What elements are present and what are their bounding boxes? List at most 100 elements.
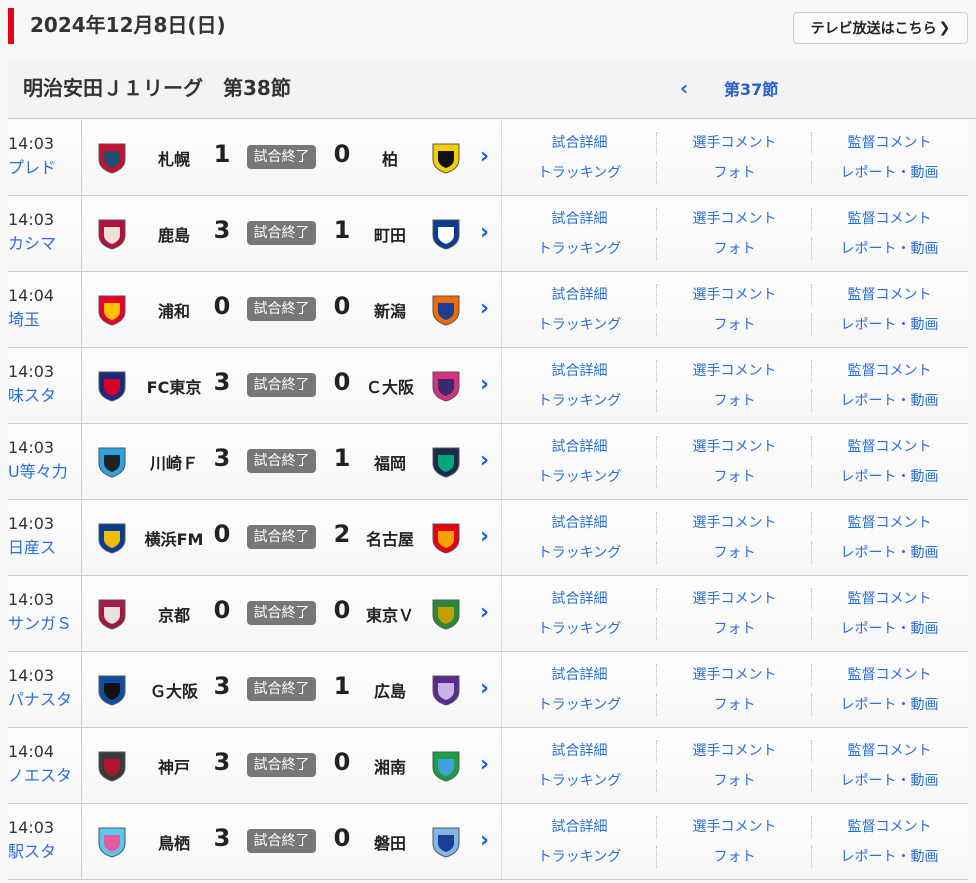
match-summary[interactable]: 札幌 1 試合終了 0 柏 ›: [82, 120, 502, 195]
link-report-video[interactable]: レポート・動画: [840, 545, 939, 561]
link-player-comments[interactable]: 選手コメント: [657, 432, 812, 462]
link-manager-comments[interactable]: 監督コメント: [847, 819, 932, 835]
status-badge: 試合終了: [247, 677, 316, 701]
link-manager-comments[interactable]: 監督コメント: [847, 135, 932, 151]
link-match-detail[interactable]: 試合詳細: [502, 356, 657, 386]
link-match-detail[interactable]: 試合詳細: [502, 736, 657, 766]
chevron-right-icon[interactable]: ›: [480, 296, 490, 321]
link-match-detail[interactable]: 試合詳細: [502, 280, 657, 310]
link-tracking[interactable]: トラッキング: [502, 310, 657, 340]
link-player-comments[interactable]: 選手コメント: [657, 812, 812, 842]
link-tracking[interactable]: トラッキング: [502, 766, 657, 796]
kickoff-cell: 14:04 埼玉: [8, 272, 82, 347]
match-summary[interactable]: FC東京 3 試合終了 0 Ｃ大阪 ›: [82, 348, 502, 423]
link-manager-comments[interactable]: 監督コメント: [847, 211, 932, 227]
chevron-right-icon[interactable]: ›: [480, 828, 490, 853]
tv-broadcast-button[interactable]: テレビ放送はこちら ❯: [793, 12, 968, 44]
link-player-comments[interactable]: 選手コメント: [657, 356, 812, 386]
chevron-right-icon[interactable]: ›: [480, 220, 490, 245]
link-manager-comments[interactable]: 監督コメント: [847, 287, 932, 303]
link-match-detail[interactable]: 試合詳細: [502, 812, 657, 842]
match-summary[interactable]: 鳥栖 3 試合終了 0 磐田 ›: [82, 804, 502, 879]
link-report-video[interactable]: レポート・動画: [840, 469, 939, 485]
link-match-detail[interactable]: 試合詳細: [502, 432, 657, 462]
match-summary[interactable]: 京都 0 試合終了 0 東京Ｖ ›: [82, 576, 502, 651]
link-report-video[interactable]: レポート・動画: [840, 773, 939, 789]
home-score: 3: [213, 216, 231, 244]
link-report-video[interactable]: レポート・動画: [840, 393, 939, 409]
venue-link[interactable]: プレド: [8, 158, 57, 177]
link-manager-comments[interactable]: 監督コメント: [847, 667, 932, 683]
link-manager-comments[interactable]: 監督コメント: [847, 439, 932, 455]
match-summary[interactable]: 神戸 3 試合終了 0 湘南 ›: [82, 728, 502, 803]
link-manager-comments[interactable]: 監督コメント: [847, 743, 932, 759]
link-photos[interactable]: フォト: [657, 234, 812, 264]
chevron-right-icon[interactable]: ›: [480, 752, 490, 777]
link-photos[interactable]: フォト: [657, 462, 812, 492]
link-photos[interactable]: フォト: [657, 766, 812, 796]
chevron-left-icon[interactable]: ‹: [680, 76, 689, 100]
link-player-comments[interactable]: 選手コメント: [657, 280, 812, 310]
venue-link[interactable]: サンガＳ: [8, 614, 73, 633]
link-photos[interactable]: フォト: [657, 386, 812, 416]
venue-link[interactable]: カシマ: [8, 234, 57, 253]
link-photos[interactable]: フォト: [657, 842, 812, 872]
venue-link[interactable]: パナスタ: [8, 690, 73, 709]
link-report-video[interactable]: レポート・動画: [840, 165, 939, 181]
link-report-video[interactable]: レポート・動画: [840, 697, 939, 713]
chevron-right-icon[interactable]: ›: [480, 372, 490, 397]
link-photos[interactable]: フォト: [657, 158, 812, 188]
link-report-video[interactable]: レポート・動画: [840, 317, 939, 333]
link-tracking[interactable]: トラッキング: [502, 842, 657, 872]
match-summary[interactable]: 川崎Ｆ 3 試合終了 1 福岡 ›: [82, 424, 502, 499]
link-photos[interactable]: フォト: [657, 538, 812, 568]
link-tracking[interactable]: トラッキング: [502, 462, 657, 492]
link-report-video[interactable]: レポート・動画: [840, 621, 939, 637]
chevron-right-icon[interactable]: ›: [480, 600, 490, 625]
link-match-detail[interactable]: 試合詳細: [502, 660, 657, 690]
chevron-right-icon[interactable]: ›: [480, 448, 490, 473]
link-player-comments[interactable]: 選手コメント: [657, 128, 812, 158]
match-summary[interactable]: 浦和 0 試合終了 0 新潟 ›: [82, 272, 502, 347]
venue-link[interactable]: U等々力: [8, 462, 68, 481]
link-tracking[interactable]: トラッキング: [502, 538, 657, 568]
link-manager-comments[interactable]: 監督コメント: [847, 363, 932, 379]
link-match-detail[interactable]: 試合詳細: [502, 204, 657, 234]
away-team-emblem-icon: [432, 447, 460, 478]
link-player-comments[interactable]: 選手コメント: [657, 660, 812, 690]
link-tracking[interactable]: トラッキング: [502, 234, 657, 264]
venue-link[interactable]: 駅スタ: [8, 842, 57, 861]
link-tracking[interactable]: トラッキング: [502, 386, 657, 416]
link-player-comments[interactable]: 選手コメント: [657, 508, 812, 538]
match-summary[interactable]: 横浜FM 0 試合終了 2 名古屋 ›: [82, 500, 502, 575]
chevron-right-icon[interactable]: ›: [480, 524, 490, 549]
previous-round-link[interactable]: 第37節: [724, 80, 779, 99]
chevron-right-icon[interactable]: ›: [480, 144, 490, 169]
link-tracking[interactable]: トラッキング: [502, 690, 657, 720]
link-player-comments[interactable]: 選手コメント: [657, 204, 812, 234]
link-report-video[interactable]: レポート・動画: [840, 849, 939, 865]
venue-link[interactable]: 日産ス: [8, 538, 57, 557]
link-player-comments[interactable]: 選手コメント: [657, 584, 812, 614]
link-photos[interactable]: フォト: [657, 614, 812, 644]
link-tracking[interactable]: トラッキング: [502, 614, 657, 644]
link-report-video[interactable]: レポート・動画: [840, 241, 939, 257]
venue-link[interactable]: 味スタ: [8, 386, 57, 405]
match-links: 試合詳細 選手コメント 監督コメントトラッキング フォト レポート・動画: [502, 272, 968, 347]
link-match-detail[interactable]: 試合詳細: [502, 584, 657, 614]
venue-link[interactable]: 埼玉: [8, 310, 41, 329]
link-photos[interactable]: フォト: [657, 310, 812, 340]
link-manager-comments[interactable]: 監督コメント: [847, 515, 932, 531]
link-photos[interactable]: フォト: [657, 690, 812, 720]
match-summary[interactable]: Ｇ大阪 3 試合終了 1 広島 ›: [82, 652, 502, 727]
away-score: 1: [333, 216, 351, 244]
link-tracking[interactable]: トラッキング: [502, 158, 657, 188]
link-match-detail[interactable]: 試合詳細: [502, 508, 657, 538]
link-player-comments[interactable]: 選手コメント: [657, 736, 812, 766]
match-summary[interactable]: 鹿島 3 試合終了 1 町田 ›: [82, 196, 502, 271]
chevron-right-icon[interactable]: ›: [480, 676, 490, 701]
venue-link[interactable]: ノエスタ: [8, 766, 73, 785]
away-team-emblem-icon: [432, 143, 460, 174]
link-match-detail[interactable]: 試合詳細: [502, 128, 657, 158]
link-manager-comments[interactable]: 監督コメント: [847, 591, 932, 607]
